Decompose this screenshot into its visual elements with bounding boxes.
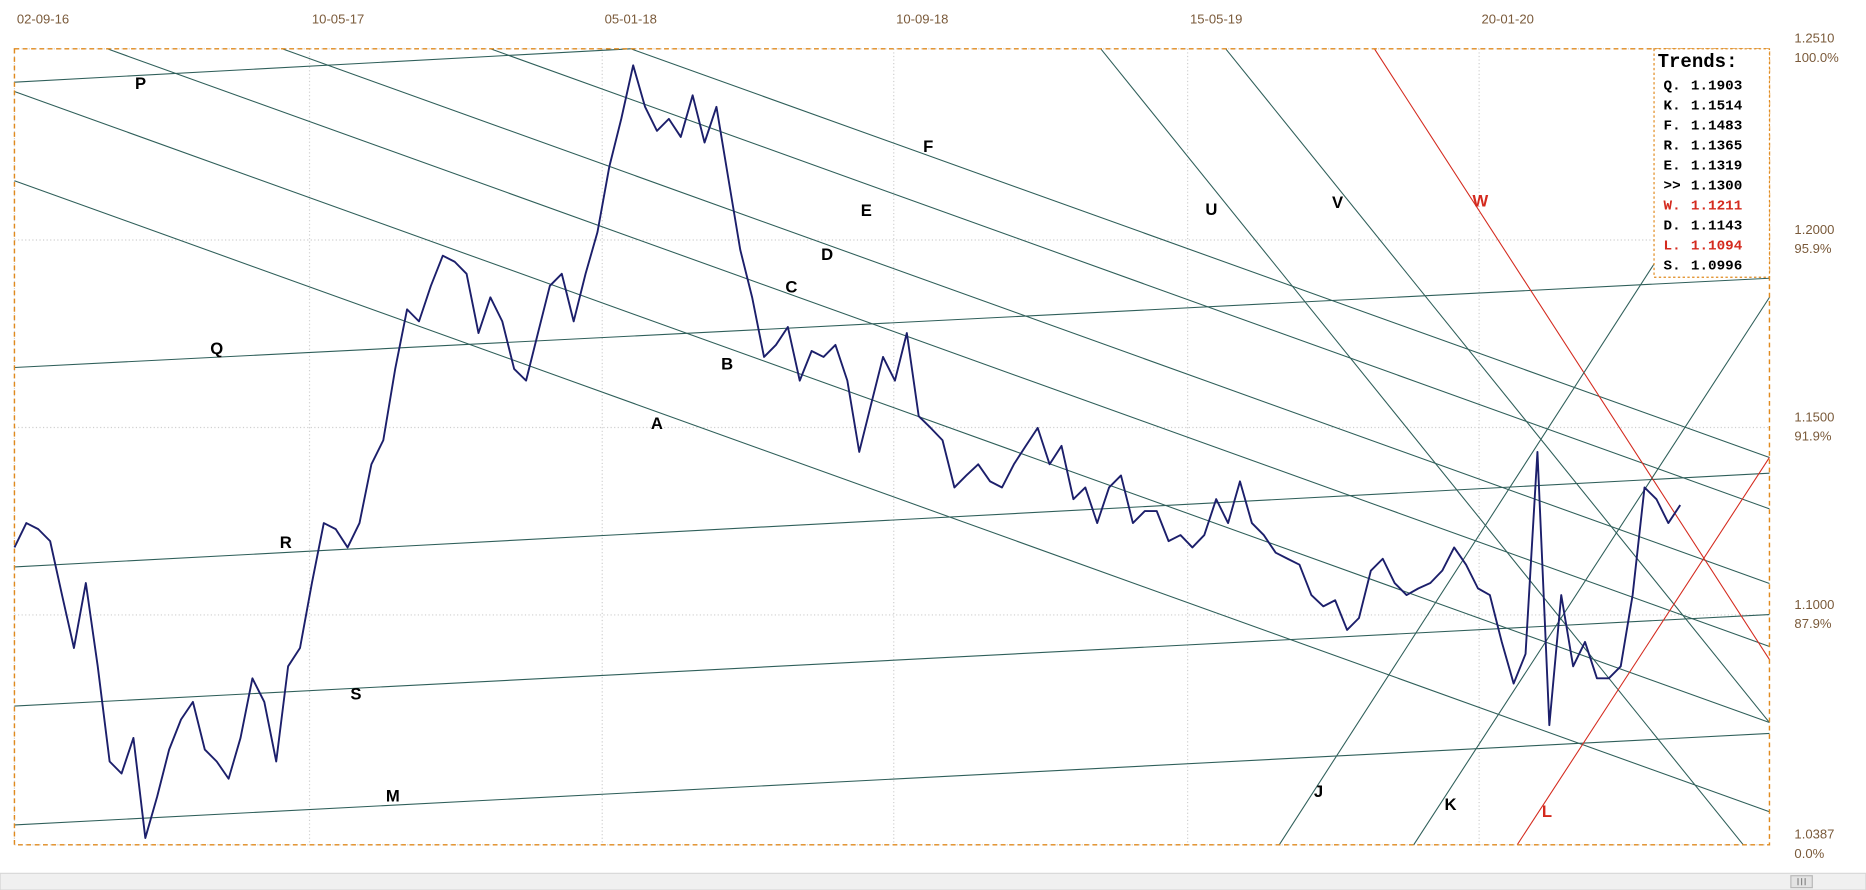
trendline [1278,263,1655,846]
y-tick-percent: 0.0% [1794,846,1824,861]
trend-row-value: 1.1514 [1691,98,1743,114]
trendline-label: A [651,414,663,433]
trendline-label: M [386,787,400,806]
trend-row-value: 1.1365 [1691,138,1742,154]
trendline [14,277,1770,369]
trendline-label: E [861,201,872,220]
trend-row-value: 1.1319 [1691,158,1742,174]
trend-row-label: S. [1664,258,1681,274]
trend-row-label: E. [1664,158,1681,174]
trendline [14,180,1770,813]
trend-row-label: >> [1664,178,1681,194]
y-tick-label: 1.2510 [1794,31,1834,46]
trendline-label: F [923,137,933,156]
plot-frame [13,48,1771,846]
trend-row-value: 1.1483 [1691,118,1742,134]
trendline-label: L [1542,802,1552,821]
trendline-label: B [721,355,733,374]
trendline [14,614,1770,707]
trends-box-frame [1653,48,1771,278]
grid [13,48,1770,846]
trends-box: Trends: Q. 1.1903 K. 1.1514 F. 1.1483 R. 1.1365… [1653,48,1771,278]
series [13,64,1682,839]
trendline-label: C [785,277,797,296]
trendline [1516,457,1770,846]
trend-row-label: F. [1664,118,1681,134]
trend-row-value: 1.1211 [1691,198,1742,214]
trendline [281,48,1770,584]
trendline [490,48,1770,510]
trend-row-value: 1.1903 [1691,78,1742,94]
trend-row-label: K. [1664,98,1681,114]
trendline [14,732,1770,826]
x-tick-label: 05-01-18 [605,12,657,27]
x-tick-label: 10-05-17 [312,12,364,27]
trendline-label: R [280,533,292,552]
trend-row-value: 1.1094 [1691,238,1743,254]
axes: 02-09-16 10-05-17 05-01-18 10-09-18 15-05-19… [17,12,1839,861]
trends-title: Trends: [1658,51,1738,73]
trendline-label: P [135,74,146,93]
price-line [13,64,1682,839]
trendline-label: S [350,684,361,703]
y-tick-percent: 95.9% [1794,241,1831,256]
trendline [630,48,1770,458]
y-tick-percent: 87.9% [1794,616,1831,631]
trendline [14,472,1770,568]
trendline [1100,48,1744,846]
trendline-label: U [1205,200,1217,219]
y-tick-label: 1.1000 [1794,597,1834,612]
trendline [1225,48,1770,723]
trendline-label: V [1332,193,1343,212]
x-tick-label: 10-09-18 [896,12,948,27]
y-tick-label: 1.1500 [1794,409,1834,424]
trend-row-label: R. [1664,138,1681,154]
scrollbar-grip [1797,878,1806,886]
trend-row-value: 1.1300 [1691,178,1742,194]
trend-row-label: D. [1664,218,1681,234]
y-tick-percent: 91.9% [1794,428,1831,443]
trendline-label: Q [210,339,223,358]
trendline [14,48,631,83]
trendlines: P Q R S M A B C D E F U V W J K L [14,48,1770,846]
trendline [1413,297,1770,846]
trendline-label: D [821,245,833,264]
y-tick-percent: 100.0% [1794,50,1839,65]
y-tick-label: 1.2000 [1794,222,1834,237]
trend-row-label: W. [1664,198,1681,214]
trend-row-label: Q. [1664,78,1681,94]
x-tick-label: 15-05-19 [1190,12,1242,27]
scrollbar[interactable] [0,872,1866,890]
trendline-label: W [1472,192,1488,211]
x-tick-label: 20-01-20 [1482,12,1534,27]
trend-row-value: 1.0996 [1691,258,1742,274]
trendline [14,91,1770,724]
y-tick-label: 1.0387 [1794,827,1834,842]
x-tick-label: 02-09-16 [17,12,69,27]
trend-row-value: 1.1143 [1691,218,1742,234]
trendline-label: K [1445,795,1457,814]
trendline [107,48,1770,647]
trend-row-label: L. [1664,238,1681,254]
trendline-label: J [1314,782,1323,801]
